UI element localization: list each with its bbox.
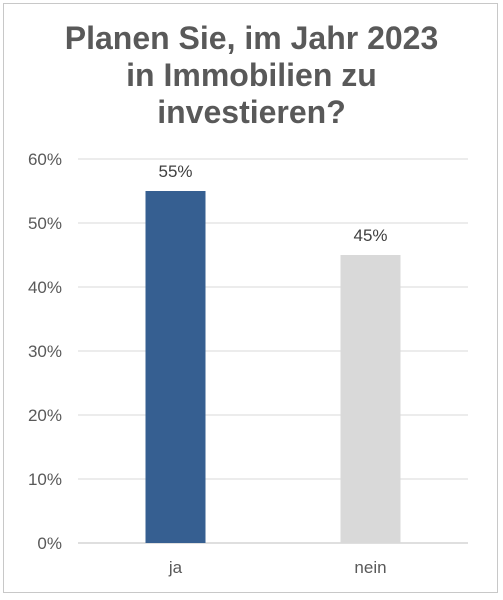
bar-nein xyxy=(340,255,401,543)
y-axis-labels: 0% 10% 20% 30% 40% 50% 60% xyxy=(28,150,62,553)
y-tick-label: 40% xyxy=(28,278,62,297)
x-axis-labels: ja nein xyxy=(168,558,387,577)
chart-title-line-2: in Immobilien zu xyxy=(126,57,377,93)
y-tick-label: 60% xyxy=(28,150,62,169)
chart-frame xyxy=(3,3,498,593)
chart-title-line-3: investieren? xyxy=(157,94,346,130)
y-tick-label: 0% xyxy=(37,534,62,553)
x-tick-label-nein: nein xyxy=(354,558,386,577)
chart-title-line-1: Planen Sie, im Jahr 2023 xyxy=(64,20,439,56)
data-label-nein: 45% xyxy=(353,226,387,245)
gridlines xyxy=(78,158,468,544)
y-tick-label: 20% xyxy=(28,406,62,425)
bars xyxy=(145,191,401,543)
bar-ja xyxy=(145,191,206,543)
y-tick-label: 30% xyxy=(28,342,62,361)
y-tick-label: 10% xyxy=(28,470,62,489)
chart-title: Planen Sie, im Jahr 2023 in Immobilien z… xyxy=(0,20,503,131)
data-labels: 55% 45% xyxy=(158,162,387,245)
x-tick-label-ja: ja xyxy=(168,558,183,577)
data-label-ja: 55% xyxy=(158,162,192,181)
y-tick-label: 50% xyxy=(28,214,62,233)
